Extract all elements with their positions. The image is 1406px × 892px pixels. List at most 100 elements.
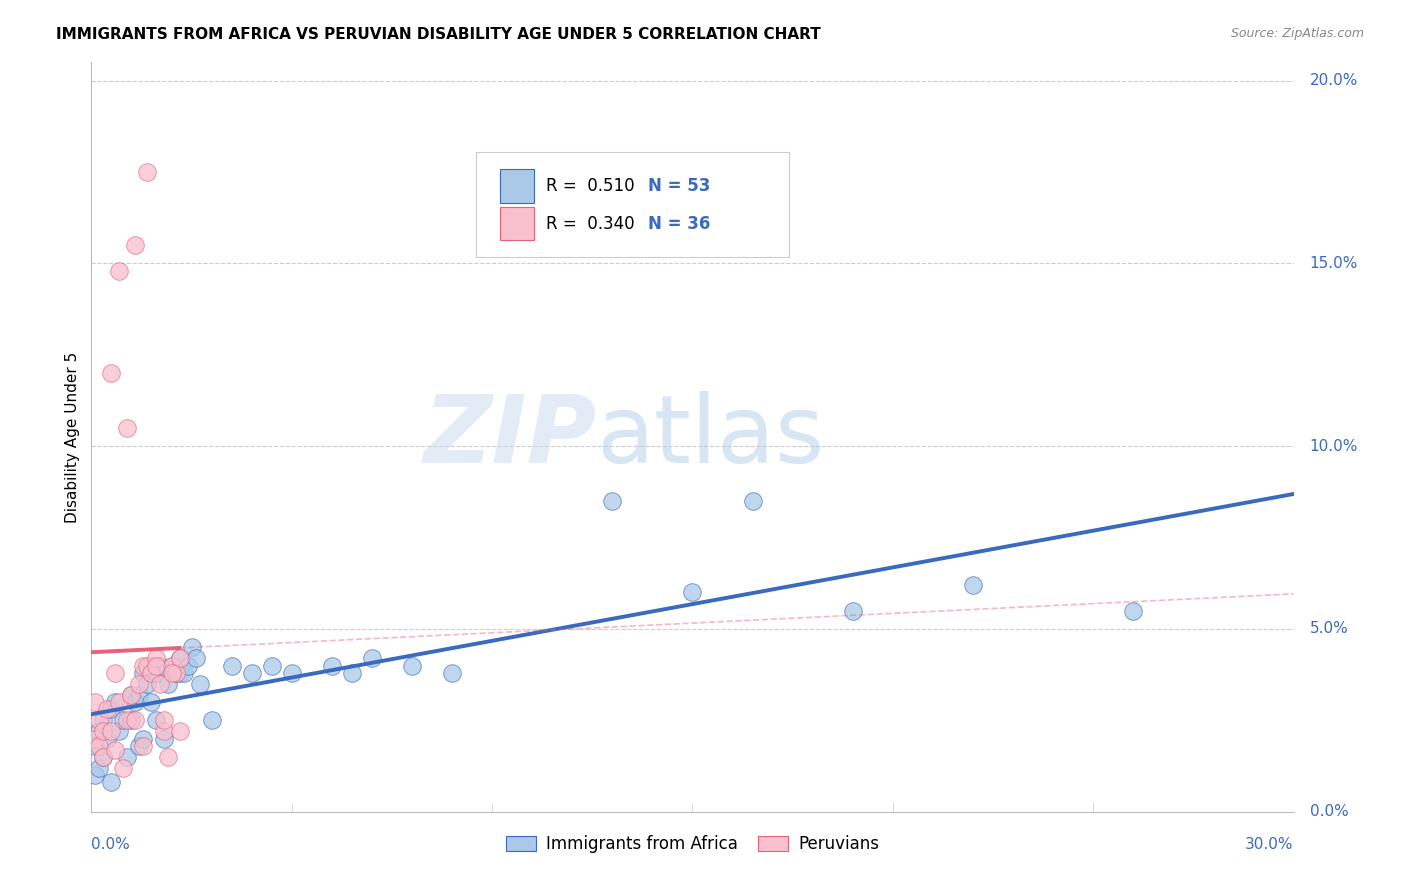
Point <box>93 750 115 764</box>
Point <box>108 695 131 709</box>
Text: atlas: atlas <box>596 391 824 483</box>
Point <box>108 264 131 278</box>
Point <box>136 165 159 179</box>
Point <box>221 658 243 673</box>
Point <box>169 651 191 665</box>
Point <box>741 494 763 508</box>
Point <box>100 775 122 789</box>
Point <box>132 731 155 746</box>
Point <box>100 366 122 380</box>
Point <box>141 695 163 709</box>
Point <box>440 665 463 680</box>
Point <box>145 714 167 728</box>
Point <box>124 695 146 709</box>
Point <box>84 695 107 709</box>
Text: N = 36: N = 36 <box>648 215 710 233</box>
Point <box>201 714 224 728</box>
Point <box>321 658 343 673</box>
Text: R =  0.510: R = 0.510 <box>546 178 634 195</box>
Point <box>96 702 118 716</box>
Point <box>160 658 183 673</box>
Point <box>156 677 179 691</box>
Text: 15.0%: 15.0% <box>1309 256 1358 271</box>
Point <box>160 665 183 680</box>
Point <box>132 665 155 680</box>
Point <box>108 724 131 739</box>
Point <box>117 750 139 764</box>
Point <box>401 658 423 673</box>
Point <box>145 665 167 680</box>
Text: 5.0%: 5.0% <box>1309 622 1348 637</box>
Point <box>112 761 135 775</box>
Point <box>141 658 163 673</box>
Point <box>93 714 115 728</box>
Point <box>165 665 187 680</box>
Text: ZIP: ZIP <box>423 391 596 483</box>
Point <box>169 651 191 665</box>
Legend: Immigrants from Africa, Peruvians: Immigrants from Africa, Peruvians <box>499 829 886 860</box>
Point <box>145 658 167 673</box>
Point <box>176 658 198 673</box>
Point <box>160 658 183 673</box>
Text: 0.0%: 0.0% <box>91 837 131 852</box>
Point <box>260 658 283 673</box>
Point <box>136 658 159 673</box>
Bar <box>501 169 534 202</box>
Text: R =  0.340: R = 0.340 <box>546 215 634 233</box>
Point <box>841 604 863 618</box>
Text: 20.0%: 20.0% <box>1309 73 1358 88</box>
Point <box>962 578 984 592</box>
Point <box>152 714 174 728</box>
Text: Source: ZipAtlas.com: Source: ZipAtlas.com <box>1230 27 1364 40</box>
Point <box>128 739 150 753</box>
Point <box>128 677 150 691</box>
Point <box>148 658 170 673</box>
Point <box>173 665 195 680</box>
Point <box>156 750 179 764</box>
Point <box>136 677 159 691</box>
Point <box>100 724 122 739</box>
Point <box>360 651 382 665</box>
Point <box>1122 604 1144 618</box>
Text: 0.0%: 0.0% <box>1309 805 1348 819</box>
Point <box>100 702 122 716</box>
Point <box>96 731 118 746</box>
Point <box>104 665 127 680</box>
Point <box>104 695 127 709</box>
Point <box>121 688 143 702</box>
Point <box>89 724 111 739</box>
Bar <box>501 207 534 240</box>
Point <box>84 739 107 753</box>
Point <box>681 585 703 599</box>
Point <box>121 688 143 702</box>
Point <box>128 688 150 702</box>
Point <box>148 677 170 691</box>
Point <box>104 742 127 756</box>
Point <box>165 665 187 680</box>
Y-axis label: Disability Age Under 5: Disability Age Under 5 <box>65 351 80 523</box>
Point <box>93 724 115 739</box>
Point <box>112 714 135 728</box>
Point <box>132 739 155 753</box>
Point <box>117 421 139 435</box>
Point <box>121 714 143 728</box>
Point <box>340 665 363 680</box>
Point <box>132 658 155 673</box>
Point <box>89 739 111 753</box>
Point <box>281 665 304 680</box>
Point <box>84 731 107 746</box>
Point <box>240 665 263 680</box>
Point <box>180 640 202 655</box>
Point <box>89 714 111 728</box>
Point <box>124 238 146 252</box>
Point <box>184 651 207 665</box>
Point <box>145 651 167 665</box>
Point <box>84 768 107 782</box>
Text: IMMIGRANTS FROM AFRICA VS PERUVIAN DISABILITY AGE UNDER 5 CORRELATION CHART: IMMIGRANTS FROM AFRICA VS PERUVIAN DISAB… <box>56 27 821 42</box>
Point <box>124 714 146 728</box>
Point <box>152 731 174 746</box>
Text: N = 53: N = 53 <box>648 178 710 195</box>
Point <box>93 750 115 764</box>
Point <box>141 665 163 680</box>
Point <box>89 761 111 775</box>
